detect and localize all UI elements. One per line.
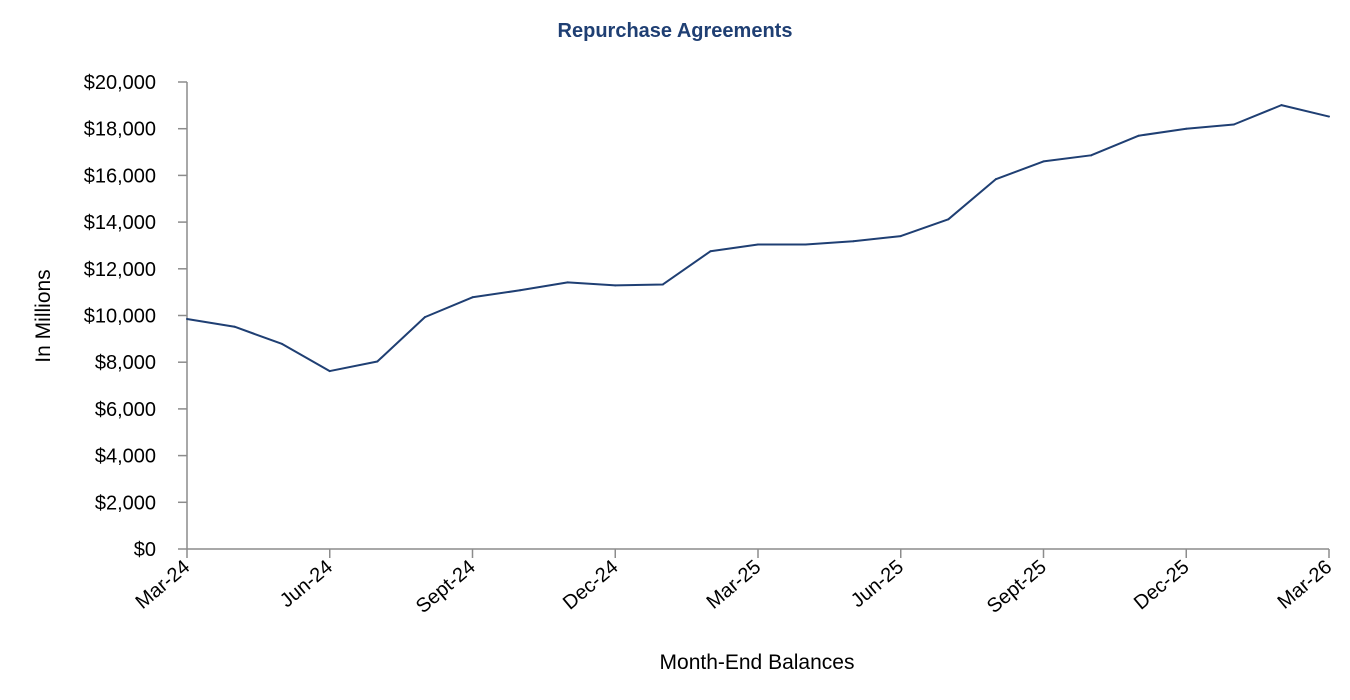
x-tick-label: Mar-26	[1274, 556, 1337, 614]
y-tick-label: $20,000	[84, 72, 156, 94]
series-layer	[186, 104, 1330, 373]
x-axis-label: Month-End Balances	[660, 651, 855, 674]
x-tick-label: Sept-24	[412, 556, 480, 618]
data-point	[1328, 115, 1330, 118]
y-tick-label: $16,000	[84, 165, 156, 187]
data-point	[614, 284, 617, 287]
y-tick-label: $4,000	[95, 446, 156, 468]
y-tick-label: $0	[134, 539, 156, 561]
x-tick-label: Sept-25	[983, 556, 1051, 618]
x-tick-label: Mar-25	[703, 556, 766, 614]
data-point	[709, 250, 712, 253]
y-tick-label: $8,000	[95, 352, 156, 374]
data-point	[757, 243, 759, 246]
data-point	[852, 240, 855, 243]
data-point	[328, 370, 331, 373]
x-tick-label: Mar-24	[132, 556, 195, 614]
data-point	[1232, 123, 1235, 126]
data-point	[566, 281, 569, 284]
data-point	[1090, 154, 1093, 157]
y-tick-label: $6,000	[95, 399, 156, 421]
x-tick-label: Jun-25	[847, 556, 908, 612]
x-tick-label: Dec-25	[1130, 556, 1194, 614]
data-point	[947, 218, 950, 221]
data-point	[186, 318, 188, 321]
y-axis-ticks: $0 $2,000 $4,000 $6,000 $8,000 $10,000 $12,000…	[84, 72, 187, 561]
data-point	[661, 283, 664, 286]
y-tick-label: $14,000	[84, 212, 156, 234]
y-tick-label: $12,000	[84, 259, 156, 281]
data-point	[423, 316, 426, 319]
data-point	[1137, 134, 1140, 137]
x-tick-label: Dec-24	[559, 556, 623, 614]
data-point	[1280, 104, 1283, 107]
x-tick-label: Jun-24	[276, 556, 337, 612]
data-point	[1042, 160, 1045, 163]
y-axis-label: In Millions	[32, 269, 55, 362]
data-point	[233, 325, 236, 328]
data-point	[804, 243, 807, 246]
data-point	[281, 342, 284, 345]
data-point	[899, 235, 902, 238]
data-point	[471, 296, 474, 299]
series-line	[186, 104, 1330, 373]
y-tick-label: $10,000	[84, 306, 156, 328]
y-tick-label: $18,000	[84, 119, 156, 141]
data-point	[519, 289, 522, 292]
x-axis-ticks: Mar-24 Jun-24 Sept-24 Dec-24 Mar-25 Jun-25 Sep…	[132, 549, 1337, 618]
chart-title: Repurchase Agreements	[558, 20, 793, 42]
data-point	[376, 360, 379, 363]
data-point	[994, 178, 997, 181]
data-point	[1185, 127, 1188, 130]
y-tick-label: $2,000	[95, 492, 156, 514]
